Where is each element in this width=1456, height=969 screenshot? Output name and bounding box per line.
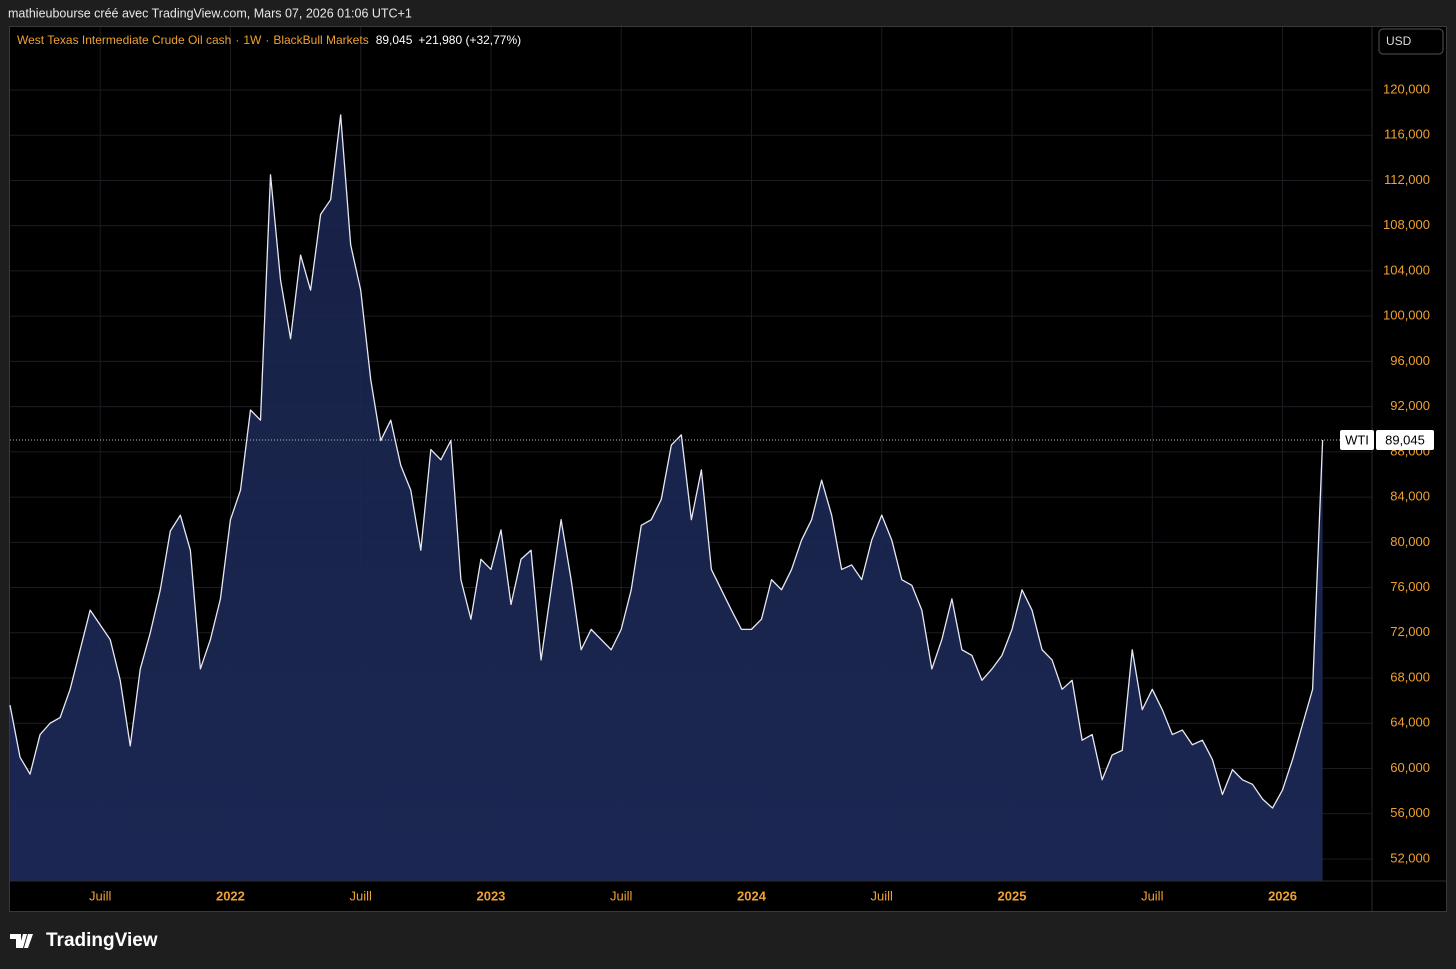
symbol-box [1340, 430, 1374, 451]
legend-part: 1W [243, 33, 262, 47]
brand: TradingView [46, 930, 158, 951]
area-fill [10, 114, 1323, 882]
y-tick-label: 104,000 [1383, 262, 1430, 277]
y-tick-label: 68,000 [1390, 669, 1430, 684]
x-tick-label: Juill [349, 888, 372, 903]
caption: mathieubourse créé avec TradingView.com,… [8, 6, 412, 20]
currency-box [1378, 28, 1444, 55]
legend-part: +21,980 (+32,77%) [418, 33, 521, 47]
y-tick-label: 84,000 [1390, 489, 1430, 504]
y-tick-label: 112,000 [1384, 172, 1430, 187]
legend-part: West Texas Intermediate Crude Oil cash [17, 33, 231, 47]
x-tick-label: Juill [1141, 888, 1164, 903]
brand-logo [10, 934, 33, 948]
y-tick-label: 76,000 [1390, 579, 1430, 594]
x-tick-label: Juill [89, 888, 112, 903]
legend-part: BlackBull Markets [273, 33, 368, 47]
legend-sep: · [235, 33, 239, 47]
x-tick-label: 2024 [737, 888, 767, 903]
y-tick-label: 116,000 [1384, 127, 1430, 142]
x-tick-label: Juill [610, 888, 633, 903]
legend-part: 89,045 [376, 33, 413, 47]
y-tick-label: 52,000 [1390, 850, 1430, 865]
last-price-label: 89,045 [1385, 432, 1425, 447]
symbol-label: WTI [1345, 432, 1369, 447]
last-price-box [1376, 430, 1434, 451]
y-tick-label: 100,000 [1383, 308, 1430, 323]
y-tick-label: 80,000 [1390, 534, 1430, 549]
x-tick-label: 2025 [998, 888, 1027, 903]
y-tick-label: 96,000 [1390, 353, 1430, 368]
x-tick-label: 2023 [476, 888, 505, 903]
price-line [9, 114, 1324, 809]
y-tick-label: 64,000 [1390, 715, 1430, 730]
legend-title: West Texas Intermediate Crude Oil cash · 1… [17, 33, 521, 47]
y-tick-label: 60,000 [1390, 760, 1430, 775]
x-tick-label: 2026 [1268, 888, 1297, 903]
currency: USD [1386, 34, 1412, 48]
y-tick-label: 108,000 [1383, 217, 1430, 232]
y-tick-label: 120,000 [1383, 81, 1430, 96]
y-tick-label: 92,000 [1390, 398, 1430, 413]
plot [9, 114, 1372, 882]
x-tick-label: Juill [871, 888, 894, 903]
y-tick-label: 72,000 [1390, 624, 1430, 639]
logo-icon [10, 934, 33, 948]
legend-sep: · [265, 33, 269, 47]
y-tick-label: 56,000 [1390, 805, 1430, 820]
x-tick-label: 2022 [216, 888, 245, 903]
